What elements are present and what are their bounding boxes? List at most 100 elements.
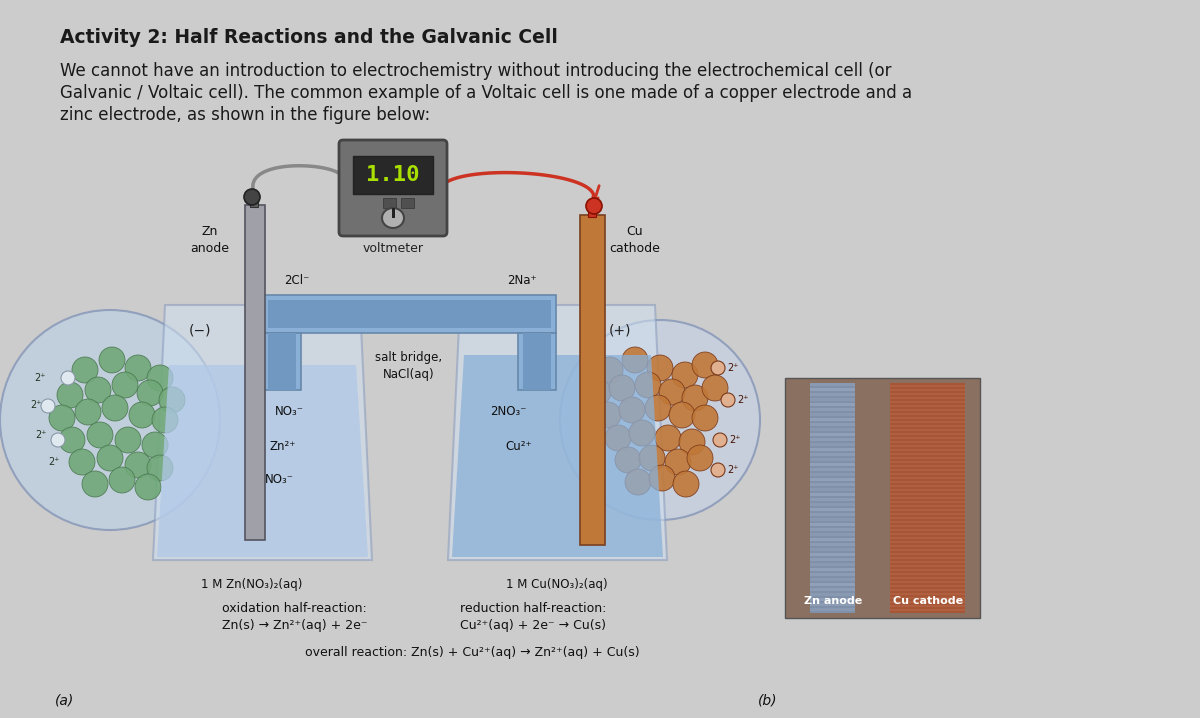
Bar <box>60 130 760 670</box>
Bar <box>810 443 854 446</box>
Bar <box>890 387 965 389</box>
Circle shape <box>112 372 138 398</box>
Bar <box>890 547 965 549</box>
Bar <box>890 483 965 485</box>
Bar <box>810 608 854 611</box>
Circle shape <box>649 465 674 491</box>
Text: Zn anode: Zn anode <box>804 596 862 606</box>
Text: 2⁺: 2⁺ <box>727 465 738 475</box>
Bar <box>890 383 965 613</box>
Circle shape <box>115 427 142 453</box>
Text: (+): (+) <box>608 323 631 337</box>
Circle shape <box>665 449 691 475</box>
Text: (−): (−) <box>188 323 211 337</box>
FancyBboxPatch shape <box>340 140 446 236</box>
Circle shape <box>50 433 65 447</box>
Bar <box>890 487 965 489</box>
Text: overall reaction: Zn(s) + Cu²⁺(aq) → Zn²⁺(aq) + Cu(s): overall reaction: Zn(s) + Cu²⁺(aq) → Zn²… <box>305 646 640 659</box>
Bar <box>890 423 965 425</box>
Bar <box>890 587 965 589</box>
Circle shape <box>98 347 125 373</box>
Bar <box>890 479 965 481</box>
Bar <box>810 393 854 396</box>
Bar <box>383 198 396 208</box>
Circle shape <box>102 395 128 421</box>
Text: 1 M Zn(NO₃)₂(aq): 1 M Zn(NO₃)₂(aq) <box>202 578 302 591</box>
Circle shape <box>158 387 185 413</box>
Circle shape <box>88 422 113 448</box>
Bar <box>890 575 965 577</box>
Circle shape <box>244 189 260 205</box>
Bar <box>810 498 854 501</box>
Bar <box>890 403 965 405</box>
Bar <box>810 478 854 481</box>
Circle shape <box>686 445 713 471</box>
Circle shape <box>70 449 95 475</box>
Circle shape <box>72 357 98 383</box>
Circle shape <box>82 471 108 497</box>
Bar <box>810 568 854 571</box>
Bar <box>890 451 965 453</box>
Bar <box>890 475 965 477</box>
Bar <box>353 156 433 194</box>
Bar <box>890 447 965 449</box>
Bar <box>890 519 965 521</box>
Bar <box>810 488 854 491</box>
Circle shape <box>659 379 685 405</box>
Text: Activity 2: Half Reactions and the Galvanic Cell: Activity 2: Half Reactions and the Galva… <box>60 28 558 47</box>
Bar <box>890 415 965 417</box>
Bar <box>890 543 965 545</box>
Text: 2⁺: 2⁺ <box>730 435 740 445</box>
Bar <box>810 458 854 461</box>
Bar <box>890 443 965 445</box>
Text: (b): (b) <box>758 693 778 707</box>
Bar <box>810 573 854 576</box>
Circle shape <box>710 361 725 375</box>
Text: Galvanic / Voltaic cell). The common example of a Voltaic cell is one made of a : Galvanic / Voltaic cell). The common exa… <box>60 84 912 102</box>
Bar <box>785 378 980 618</box>
Text: 2⁺: 2⁺ <box>727 363 738 373</box>
Circle shape <box>625 469 650 495</box>
Circle shape <box>560 320 760 520</box>
Bar <box>890 599 965 601</box>
Bar <box>890 383 965 385</box>
Circle shape <box>0 310 220 530</box>
Bar <box>810 438 854 441</box>
Bar <box>890 567 965 569</box>
Bar <box>810 403 854 406</box>
Text: zinc electrode, as shown in the figure below:: zinc electrode, as shown in the figure b… <box>60 106 431 124</box>
Circle shape <box>125 355 151 381</box>
Circle shape <box>692 405 718 431</box>
Bar <box>401 198 414 208</box>
Circle shape <box>85 377 112 403</box>
Bar <box>890 411 965 413</box>
Circle shape <box>148 365 173 391</box>
Circle shape <box>49 405 74 431</box>
Bar <box>890 531 965 533</box>
Bar <box>810 398 854 401</box>
Text: We cannot have an introduction to electrochemistry without introducing the elect: We cannot have an introduction to electr… <box>60 62 892 80</box>
Bar <box>810 583 854 586</box>
Text: (a): (a) <box>55 693 74 707</box>
Bar <box>890 583 965 585</box>
Text: 2⁺: 2⁺ <box>737 395 749 405</box>
Circle shape <box>142 432 168 458</box>
Bar <box>890 515 965 517</box>
Bar <box>890 459 965 461</box>
Bar <box>810 603 854 606</box>
Text: Zn(s) → Zn²⁺(aq) + 2e⁻: Zn(s) → Zn²⁺(aq) + 2e⁻ <box>222 619 367 632</box>
Circle shape <box>610 375 635 401</box>
Bar <box>890 579 965 581</box>
Text: 2⁺: 2⁺ <box>30 400 42 410</box>
Circle shape <box>586 198 602 214</box>
Bar <box>518 333 556 390</box>
Bar <box>890 463 965 465</box>
Bar <box>810 448 854 451</box>
Text: oxidation half-reaction:: oxidation half-reaction: <box>222 602 367 615</box>
Bar <box>810 428 854 431</box>
Bar <box>810 518 854 521</box>
Bar <box>890 439 965 441</box>
Bar <box>890 419 965 421</box>
Bar <box>810 588 854 591</box>
Text: NO₃⁻: NO₃⁻ <box>265 473 294 486</box>
